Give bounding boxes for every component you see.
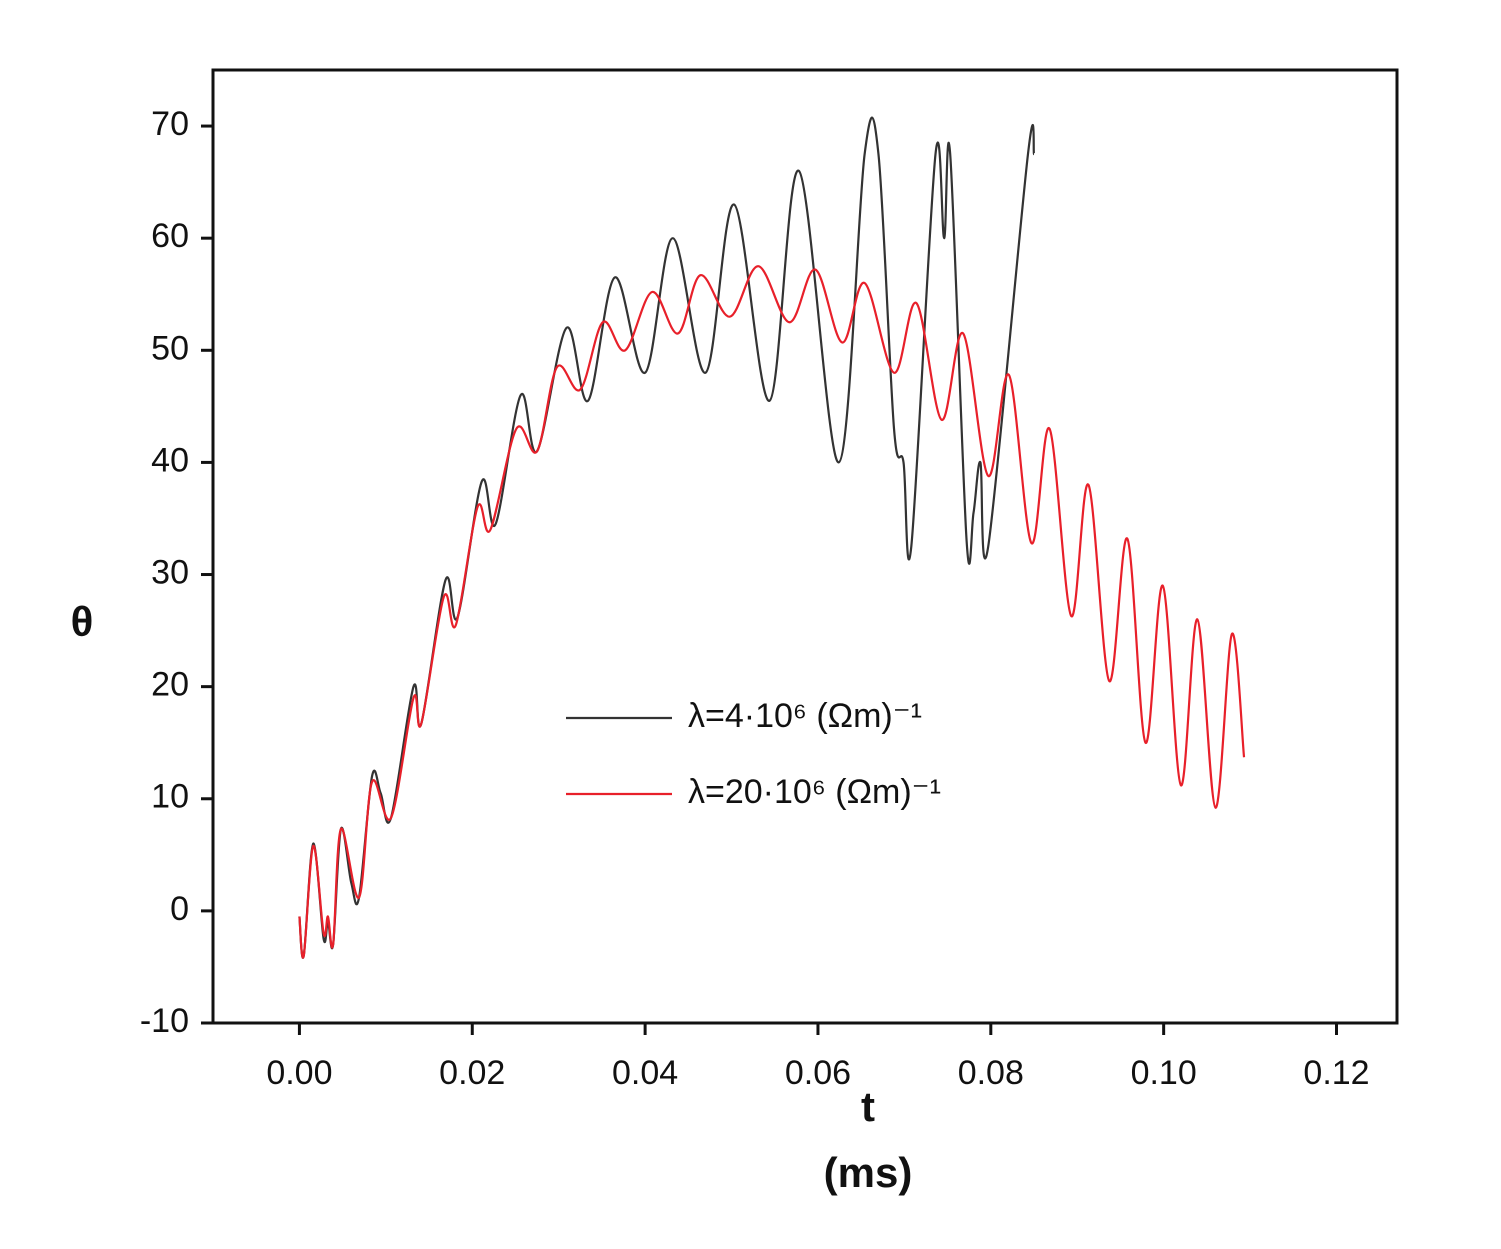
legend-label: λ=20·10⁶ (Ωm)⁻¹ [688,773,941,811]
y-tick-label: 20 [151,666,189,704]
y-axis-label: θ [71,598,94,645]
y-tick-label: 70 [151,105,189,143]
x-tick-label: 0.12 [1303,1054,1369,1092]
y-tick-label: 50 [151,329,189,367]
plot-frame [211,68,1399,1025]
y-tick-label: 30 [151,554,189,592]
x-tick-label: 0.06 [785,1054,851,1092]
legend-label: λ=4·10⁶ (Ωm)⁻¹ [688,697,922,735]
y-tick-label: 60 [151,217,189,255]
data-line [298,116,1036,959]
y-tick-label: 0 [170,890,189,928]
x-tick-label: 0.02 [439,1054,505,1092]
data-line [298,265,1246,959]
x-axis-unit: (ms) [824,1149,913,1196]
y-tick-label: -10 [140,1002,189,1040]
x-tick-label: 0.08 [958,1054,1024,1092]
x-axis-label: t [861,1083,875,1130]
x-tick-label: 0.04 [612,1054,678,1092]
y-tick-label: 40 [151,441,189,479]
y-tick-label: 10 [151,778,189,816]
x-tick-label: 0.00 [266,1054,332,1092]
x-tick-label: 0.10 [1131,1054,1197,1092]
